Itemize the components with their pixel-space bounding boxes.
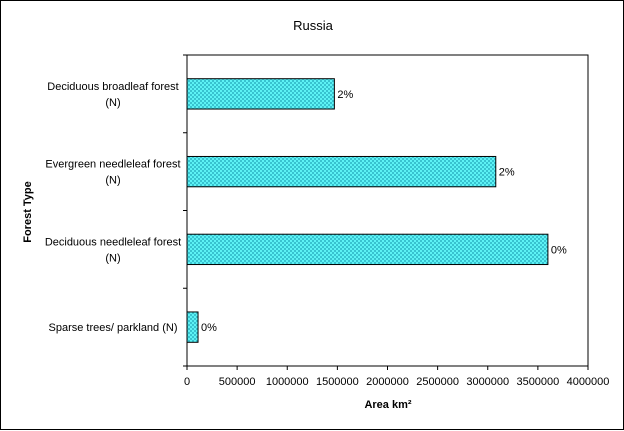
category-label: Deciduous broadleaf forest (N): [47, 81, 178, 109]
y-axis-title: Forest Type: [22, 181, 34, 243]
category-label-line: (N): [105, 175, 120, 187]
x-axis-title: Area km²: [364, 399, 411, 411]
chart-title: Russia: [293, 18, 334, 33]
category-label-line: Sparse trees/ parkland (N): [49, 322, 178, 334]
data-label: 0%: [551, 244, 567, 256]
x-tick-label: 3500000: [516, 376, 559, 388]
x-tick-label: 1000000: [266, 376, 309, 388]
x-tick-label: 3000000: [466, 376, 509, 388]
category-label-line: (N): [105, 97, 120, 109]
x-tick-label: 1500000: [316, 376, 359, 388]
category-label-line: (N): [105, 252, 120, 264]
bar: [186, 233, 549, 266]
category-label: Sparse trees/ parkland (N): [49, 322, 178, 334]
x-tick-label: 4000000: [567, 376, 610, 388]
bar: [186, 311, 199, 343]
data-label: 0%: [201, 322, 217, 334]
x-tick-label: 0: [184, 376, 190, 388]
bar: [186, 155, 497, 188]
data-label: 2%: [499, 167, 515, 179]
x-tick-label: 2000000: [366, 376, 409, 388]
category-label-line: Evergreen needleleaf forest: [45, 159, 180, 171]
axes-layer: Deciduous broadleaf forest (N)Evergreen n…: [45, 54, 610, 388]
category-label: Deciduous needleleaf forest (N): [45, 236, 181, 264]
bar: [186, 78, 335, 110]
x-tick-label: 500000: [219, 376, 256, 388]
category-label-line: Deciduous broadleaf forest: [47, 81, 178, 93]
category-label-line: Deciduous needleleaf forest: [45, 236, 181, 248]
x-tick-label: 2500000: [416, 376, 459, 388]
category-label: Evergreen needleleaf forest (N): [45, 159, 180, 187]
data-label: 2%: [337, 89, 353, 101]
